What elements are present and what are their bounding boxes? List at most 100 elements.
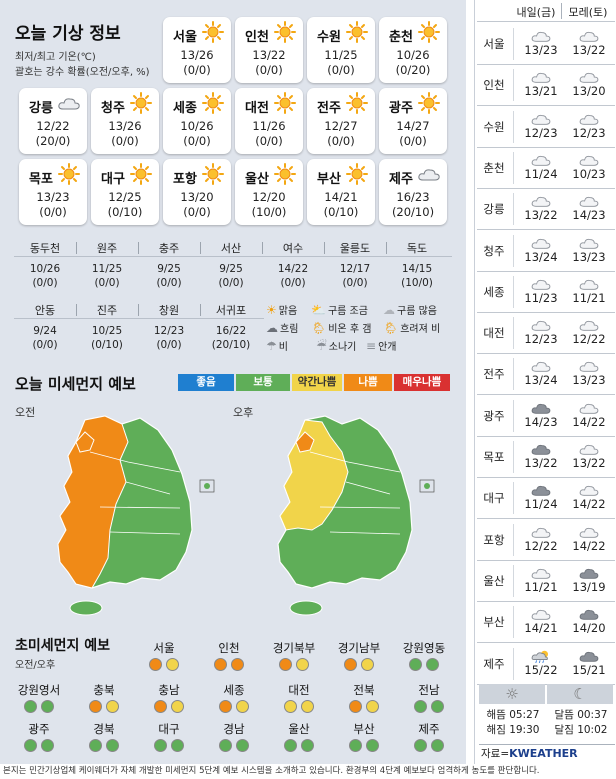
city-temp: 13/20: [180, 190, 214, 204]
small-city-temp: 9/25: [219, 263, 243, 275]
cloud-icon: [530, 235, 552, 249]
column-divider: [76, 304, 77, 316]
small-city-rain: (20/10): [211, 339, 251, 351]
cloud-icon: [530, 69, 552, 83]
city-name: 수원: [317, 30, 341, 45]
forecast-row-separator: [477, 64, 615, 65]
city-name: 목포: [29, 172, 53, 187]
small-city-rain: (0/10): [91, 339, 123, 351]
small-city-values: 10/25 (0/10): [76, 324, 138, 352]
forecast-col-divider: [513, 358, 514, 391]
small-city-temp: 12/23: [153, 325, 185, 337]
forecast-day1-temp: 12/23: [524, 125, 558, 140]
day1-header: 내일(금): [516, 6, 556, 19]
forecast-day2-temp: 14/22: [572, 538, 606, 553]
column-divider: [262, 242, 263, 254]
small-city-temp: 14/15: [401, 263, 433, 275]
am-dot: [154, 739, 167, 752]
legend-rain: ☂ 비: [266, 338, 288, 354]
forecast-city: 포항: [483, 532, 505, 547]
ultra-city-name: 울산: [288, 722, 310, 736]
forecast-day1-temp: 13/21: [524, 84, 558, 99]
forecast-city: 목포: [483, 450, 505, 464]
ultra-city-name: 경남: [223, 722, 245, 736]
city-card-9: 광주 14/27 (0/0): [379, 88, 447, 154]
city-rain-prob: (0/0): [183, 63, 211, 77]
city-rain-prob: (0/10): [107, 205, 143, 219]
cloud-icon: [530, 111, 552, 125]
korea-map-capital: [295, 431, 315, 453]
city-rain-prob: (0/0): [255, 63, 283, 77]
forecast-col-divider: [513, 193, 514, 226]
forecast-col-divider: [513, 441, 514, 473]
cloud-icon: [578, 524, 600, 538]
sun-rain-icon: 🌦: [311, 320, 327, 335]
city-temp: 10/26: [396, 48, 430, 62]
moon-icon: ☾: [573, 685, 587, 703]
small-city-values: 12/17 (0/0): [324, 262, 386, 290]
city-temp: 10/26: [180, 119, 214, 133]
ulleung-inset: [199, 479, 215, 493]
ultra-dots: [6, 700, 72, 713]
small-city-temp: 10/26: [29, 263, 61, 275]
ultra-dots: [331, 700, 397, 713]
city-card-15: 제주 16/23 (20/10): [379, 159, 447, 225]
sun-icon: [129, 92, 153, 114]
level-1: 보통: [236, 374, 290, 391]
sun-icon: [417, 21, 441, 43]
city-temp: 13/26: [108, 119, 142, 133]
cloud-icon: [578, 400, 600, 414]
cloud-icon: [530, 482, 552, 496]
am-dot: [89, 700, 102, 713]
pm-dot: [296, 658, 309, 671]
cloud-icon: [578, 193, 600, 207]
forecast-day1-temp: 13/22: [524, 208, 558, 223]
sun-icon: [57, 163, 81, 185]
am-dot: [279, 658, 292, 671]
forecast-day2-temp: 12/22: [572, 332, 606, 347]
jeju-island: [69, 600, 103, 616]
forecast-col-divider: [513, 482, 514, 515]
forecast-row-separator: [477, 311, 615, 313]
pm-dot: [41, 700, 54, 713]
forecast-city: 부산: [483, 615, 505, 630]
source-divider: [479, 744, 615, 745]
city-temp: 13/22: [252, 48, 286, 62]
cloud-icon: ☁: [383, 302, 395, 317]
ultra-dots: [266, 739, 332, 752]
pm-dot: [301, 739, 314, 752]
forecast-day2-temp: 13/22: [572, 43, 606, 57]
forecast-day2-temp: 14/23: [572, 208, 606, 223]
am-dot: [149, 658, 162, 671]
small-city-values: 9/24 (0/0): [14, 324, 76, 352]
kweather-logo: KWEATHER: [509, 747, 578, 760]
forecast-day1-temp: 12/22: [524, 538, 558, 553]
cloud-icon: [530, 193, 552, 207]
city-rain-prob: (0/0): [399, 134, 427, 148]
small-city-temp: 9/24: [33, 325, 57, 337]
forecast-col-divider: [513, 317, 514, 350]
pm-dot: [236, 739, 249, 752]
forecast-city: 광주: [483, 408, 505, 423]
fog-icon: ≡: [366, 338, 377, 353]
city-card-11: 대구 12/25 (0/10): [91, 159, 159, 225]
small-city-name: 독도: [406, 242, 428, 255]
pm-dot: [426, 658, 439, 671]
forecast-day2-temp: 14/22: [572, 497, 606, 512]
column-divider: [76, 242, 77, 254]
sun-rain-icon: 🌦: [383, 320, 399, 335]
city-rain-prob: (0/0): [111, 134, 139, 148]
am-dot: [344, 658, 357, 671]
city-name: 제주: [389, 172, 413, 187]
forecast-city: 대구: [483, 491, 505, 506]
city-name: 춘천: [389, 30, 413, 45]
sun-icon: [345, 92, 369, 114]
footer-note: 본지는 민간기상업체 케이웨더가 자체 개발한 미세먼지 5단계 예보 시스템을…: [0, 764, 616, 779]
sun-icon: [129, 163, 153, 185]
ultra-city-name: 부산: [353, 722, 375, 736]
table-line: [14, 256, 452, 257]
city-rain-prob: (0/20): [395, 63, 431, 77]
city-card-3: 춘천 10/26 (0/20): [379, 17, 447, 83]
city-rain-prob: (0/10): [323, 205, 359, 219]
ultra-city-name: 경기북부: [272, 641, 316, 655]
